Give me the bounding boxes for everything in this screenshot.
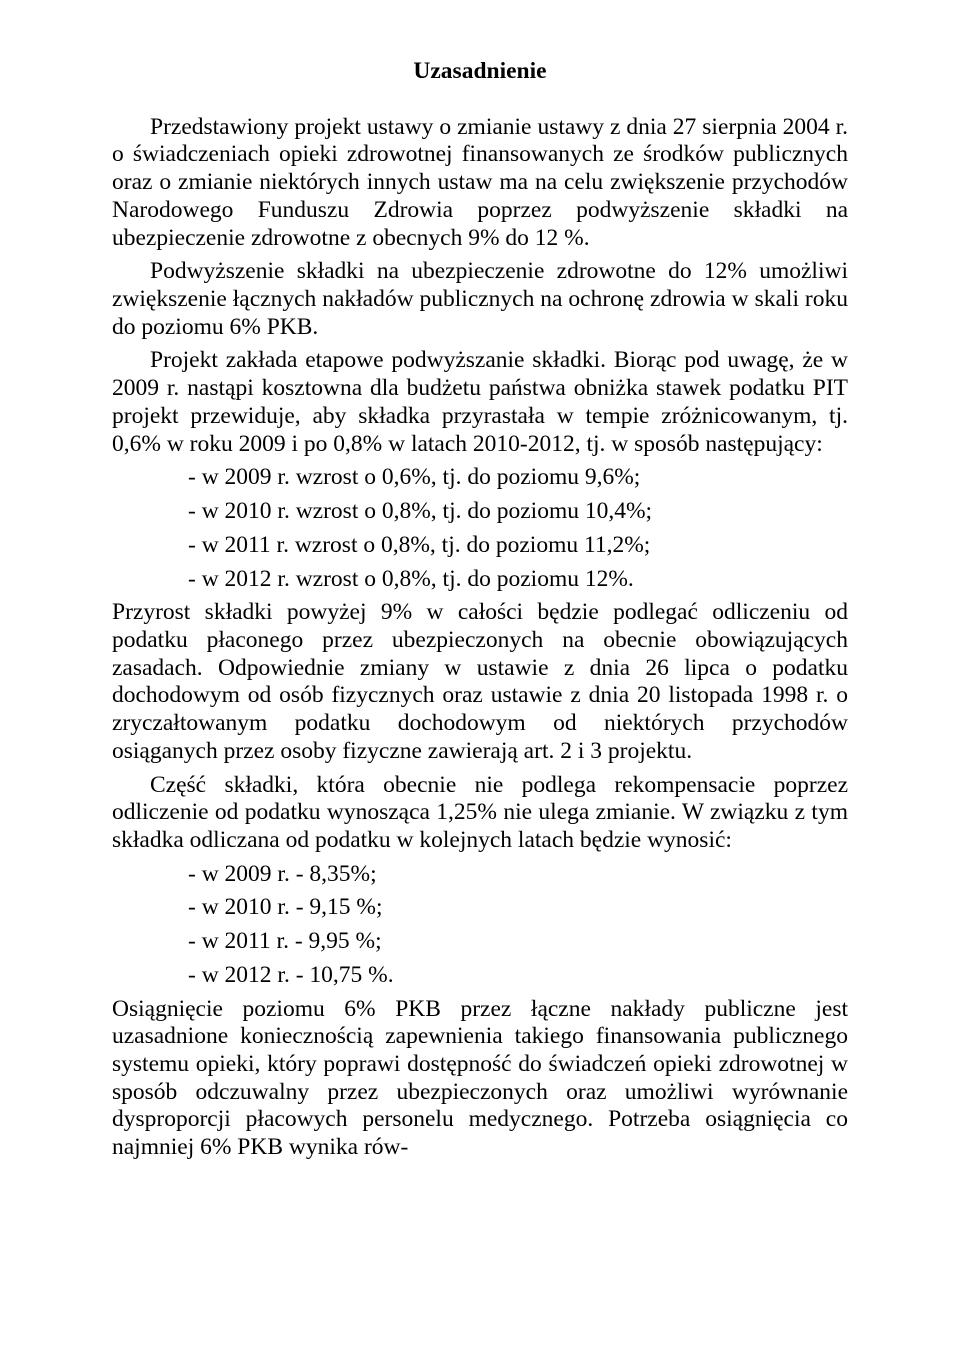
list-item: - w 2012 r. - 10,75 %. (112, 962, 848, 990)
list-item: - w 2009 r. wzrost o 0,6%, tj. do poziom… (112, 464, 848, 492)
list-item: - w 2010 r. - 9,15 %; (112, 894, 848, 922)
paragraph: Część składki, która obecnie nie podlega… (112, 772, 848, 855)
paragraph: Przedstawiony projekt ustawy o zmianie u… (112, 114, 848, 253)
paragraph: Osiągnięcie poziomu 6% PKB przez łączne … (112, 996, 848, 1162)
paragraph: Przyrost składki powyżej 9% w całości bę… (112, 599, 848, 765)
list-item: - w 2010 r. wzrost o 0,8%, tj. do poziom… (112, 498, 848, 526)
list-item: - w 2012 r. wzrost o 0,8%, tj. do poziom… (112, 566, 848, 594)
page-title: Uzasadnienie (112, 58, 848, 86)
list-item: - w 2009 r. - 8,35%; (112, 861, 848, 889)
list-item: - w 2011 r. - 9,95 %; (112, 928, 848, 956)
paragraph: Podwyższenie składki na ubezpieczenie zd… (112, 258, 848, 341)
document-page: Uzasadnienie Przedstawiony projekt ustaw… (0, 0, 960, 1371)
paragraph: Projekt zakłada etapowe podwyższanie skł… (112, 347, 848, 458)
list-item: - w 2011 r. wzrost o 0,8%, tj. do poziom… (112, 532, 848, 560)
